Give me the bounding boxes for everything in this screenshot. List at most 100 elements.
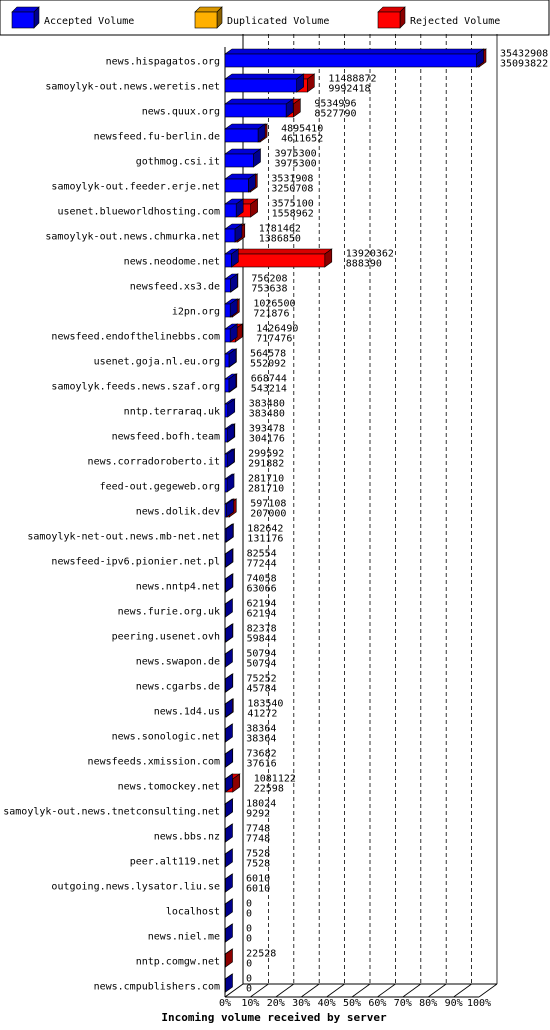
bar-accepted: [224, 198, 245, 218]
legend-label: Rejected Volume: [410, 16, 500, 27]
data-label-total: 182642: [247, 524, 283, 535]
bar-accepted: [224, 873, 234, 893]
bar-accepted: [224, 73, 305, 93]
data-label-total: 564578: [250, 349, 286, 360]
data-label-accepted: 50794: [246, 659, 276, 670]
legend-frame: [0, 0, 550, 36]
category-label: nntp.terraraq.uk: [124, 407, 220, 418]
data-label-accepted: 8527790: [314, 109, 356, 120]
legend-item: Accepted Volume: [11, 6, 134, 29]
bar-accepted: [224, 373, 237, 393]
x-tick-label: 70%: [394, 998, 412, 1009]
bar-accepted: [224, 923, 234, 943]
data-label-total: 22528: [246, 949, 276, 960]
legend-swatch: [194, 11, 218, 29]
data-label-accepted: 62194: [246, 609, 276, 620]
x-tick-label: 90%: [445, 998, 463, 1009]
data-label-accepted: 3250708: [271, 184, 313, 195]
data-label-accepted: 1558962: [272, 209, 314, 220]
data-label-accepted: 7528: [246, 859, 270, 870]
data-label-accepted: 0: [246, 909, 252, 920]
legend: Accepted Volume Duplicated Volume Rejected…: [0, 0, 550, 36]
category-label: news.swapon.de: [136, 657, 220, 668]
bar-accepted: [224, 248, 240, 268]
data-label-total: 1781462: [259, 224, 301, 235]
data-label-total: 183540: [247, 699, 283, 710]
bar-accepted: [224, 173, 257, 193]
data-label-total: 3975300: [274, 149, 316, 160]
x-axis-label: Incoming volume received by server: [161, 1011, 387, 1024]
bar-accepted: [224, 298, 239, 318]
data-label-accepted: 41272: [247, 709, 277, 720]
data-label-total: 74058: [247, 574, 277, 585]
data-label-total: 13920362: [346, 249, 394, 260]
data-label-accepted: 383480: [249, 409, 285, 420]
category-label: samoylyk-out.news.chmurka.net: [45, 232, 220, 243]
data-label-total: 6010: [246, 874, 270, 885]
bar-accepted: [224, 648, 234, 668]
category-label: i2pn.org: [172, 307, 220, 318]
category-label: news.sonologic.net: [112, 732, 220, 743]
data-label-accepted: 131176: [247, 534, 283, 545]
category-label: news.quux.org: [142, 107, 220, 118]
data-label-accepted: 281710: [248, 484, 284, 495]
table-row: samoylyk-out.news.weretis.net 11488872999…: [45, 73, 377, 95]
x-tick-label: 50%: [343, 998, 361, 1009]
category-label: newsfeeds.xmission.com: [88, 757, 220, 768]
category-label: news.bbs.nz: [154, 832, 220, 843]
bar-accepted: [224, 898, 234, 918]
legend-label: Accepted Volume: [44, 16, 134, 27]
category-label: news.niel.me: [148, 932, 220, 943]
data-label-total: 75252: [247, 674, 277, 685]
data-label-accepted: 291882: [248, 459, 284, 470]
data-label-total: 62194: [246, 599, 276, 610]
x-tick-label: 60%: [368, 998, 386, 1009]
data-label-total: 0: [246, 924, 252, 935]
table-row: samoylyk-out.news.chmurka.net 17814621386…: [45, 223, 301, 245]
category-label: samoylyk-out.news.weretis.net: [45, 82, 220, 93]
x-tick-label: 10%: [241, 998, 259, 1009]
legend-item: Duplicated Volume: [194, 6, 329, 29]
table-row: news.niel.me 00: [148, 923, 252, 945]
table-row: samoylyk-out.news.tnetconsulting.net 1802…: [3, 798, 276, 820]
data-label-total: 0: [246, 974, 252, 985]
legend-swatch: [377, 11, 401, 29]
bar-accepted: [224, 973, 234, 993]
data-label-total: 73682: [247, 749, 277, 760]
bar-rejected: [230, 248, 333, 268]
x-tick-label: 0%: [219, 998, 231, 1009]
table-row: localhost 00: [166, 898, 252, 920]
category-label: news.dolik.dev: [136, 507, 220, 518]
data-label-accepted: 0: [246, 984, 252, 995]
data-label-total: 668744: [251, 374, 287, 385]
data-label-total: 3531908: [271, 174, 313, 185]
data-label-accepted: 543214: [251, 384, 287, 395]
data-label-total: 7528: [246, 849, 270, 860]
table-row: newsfeed.endofthelinebbs.com 142649071747…: [51, 323, 298, 345]
data-label-total: 281710: [248, 474, 284, 485]
data-label-total: 82554: [247, 549, 277, 560]
data-label-accepted: 0: [246, 959, 252, 970]
data-label-total: 4895410: [281, 124, 323, 135]
table-row: news.cmpublishers.com 00: [94, 973, 252, 995]
legend-item: Rejected Volume: [377, 6, 500, 29]
data-label-accepted: 304176: [249, 434, 285, 445]
bar-accepted: [224, 423, 236, 443]
data-label-total: 9534996: [314, 99, 356, 110]
data-label-total: 50794: [246, 649, 276, 660]
data-label-total: 82378: [247, 624, 277, 635]
data-label-accepted: 59844: [247, 634, 277, 645]
data-label-accepted: 552092: [250, 359, 286, 370]
category-label: news.tomockey.net: [118, 782, 220, 793]
x-tick-label: 20%: [267, 998, 285, 1009]
